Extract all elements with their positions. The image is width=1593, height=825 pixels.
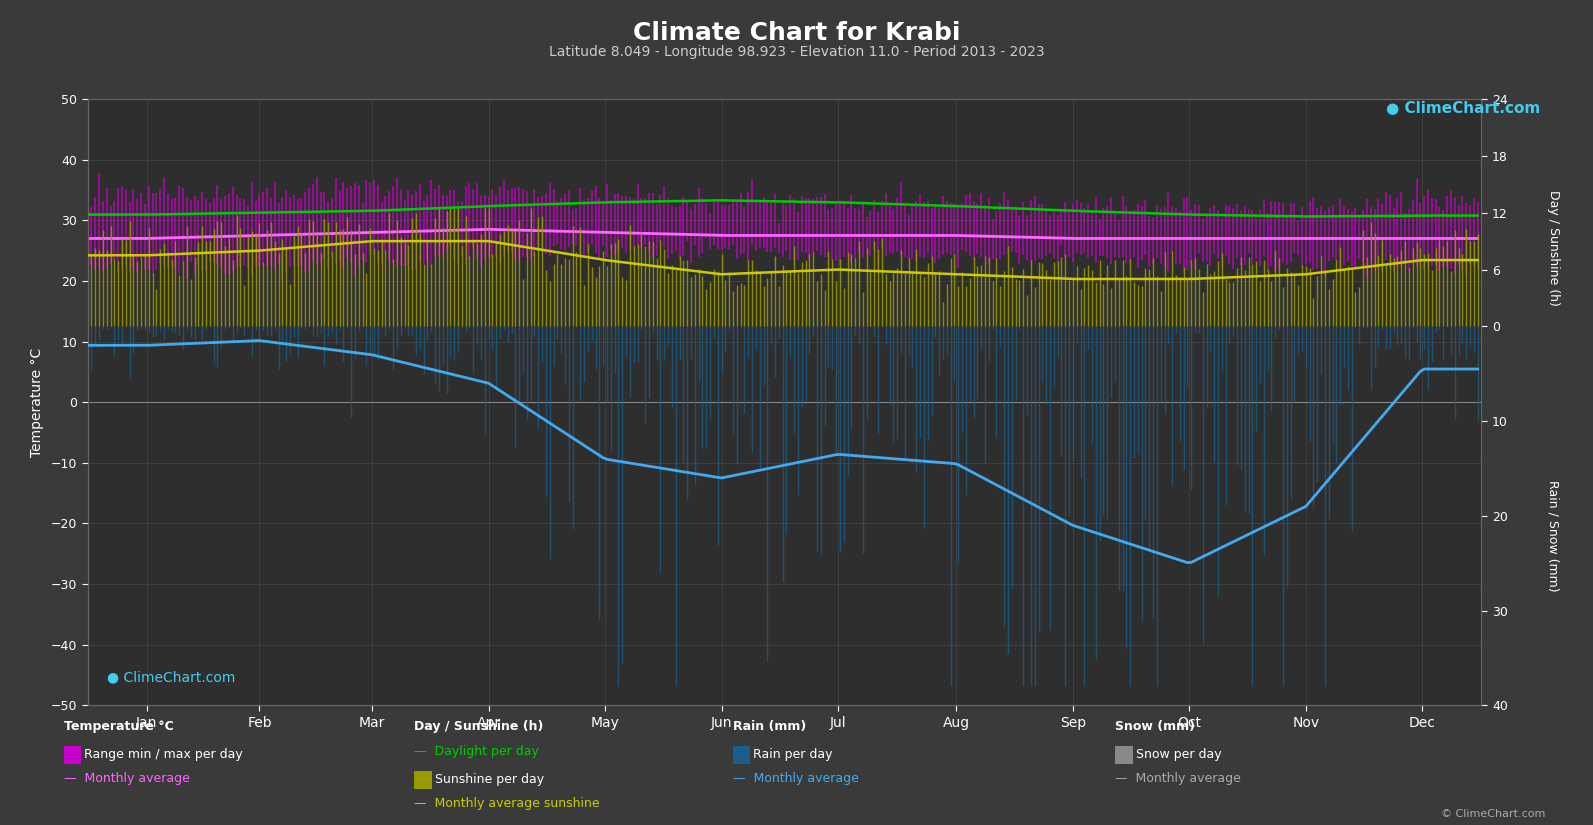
Text: Rain per day: Rain per day [753,748,833,761]
Text: Snow (mm): Snow (mm) [1115,720,1195,733]
Y-axis label: Temperature °C: Temperature °C [30,347,43,457]
Text: —  Daylight per day: — Daylight per day [414,745,538,758]
Text: Snow per day: Snow per day [1136,748,1222,761]
Text: ● ClimeChart.com: ● ClimeChart.com [1386,101,1540,116]
Text: —  Monthly average: — Monthly average [733,772,859,785]
Text: Day / Sunshine (h): Day / Sunshine (h) [414,720,543,733]
Text: —  Monthly average: — Monthly average [1115,772,1241,785]
Text: Range min / max per day: Range min / max per day [84,748,244,761]
Text: ● ClimeChart.com: ● ClimeChart.com [107,670,236,684]
Text: —  Monthly average sunshine: — Monthly average sunshine [414,797,601,810]
Text: Rain (mm): Rain (mm) [733,720,806,733]
Text: Temperature °C: Temperature °C [64,720,174,733]
Text: Climate Chart for Krabi: Climate Chart for Krabi [632,21,961,45]
Text: —  Monthly average: — Monthly average [64,772,190,785]
Text: Sunshine per day: Sunshine per day [435,773,545,786]
Text: Latitude 8.049 - Longitude 98.923 - Elevation 11.0 - Period 2013 - 2023: Latitude 8.049 - Longitude 98.923 - Elev… [548,45,1045,59]
Text: Rain / Snow (mm): Rain / Snow (mm) [1547,480,1560,592]
Text: Day / Sunshine (h): Day / Sunshine (h) [1547,190,1560,305]
Text: © ClimeChart.com: © ClimeChart.com [1440,808,1545,818]
